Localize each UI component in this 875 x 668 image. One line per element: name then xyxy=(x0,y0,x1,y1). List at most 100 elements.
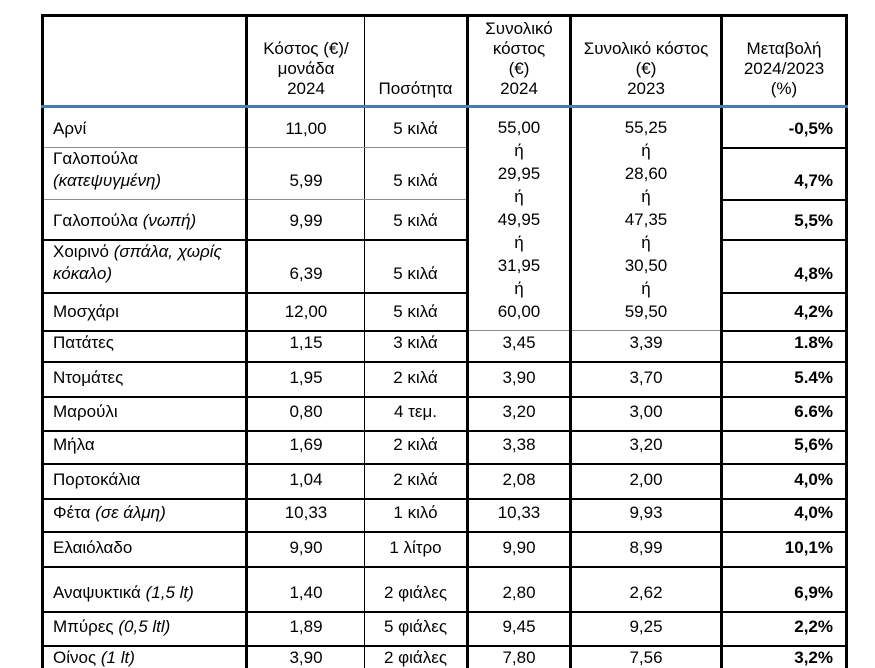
item-label: Πατάτες xyxy=(53,332,114,352)
total-2024-cell: 2,08 xyxy=(467,463,572,500)
change-cell: 4,2% xyxy=(721,292,847,332)
table-row-oinos: Οίνος (1 lt) 3,90 2 φιάλες 7,80 7,56 3,2… xyxy=(42,645,847,668)
cost-cell: 1,04 xyxy=(246,463,365,500)
quantity-cell: 5 φιάλες xyxy=(364,611,469,647)
cost-cell: 1,95 xyxy=(246,361,365,398)
total-2023-cell: 3,00 xyxy=(570,396,723,432)
change-cell: -0,5% xyxy=(721,106,847,149)
table-row-feta: Φέτα (σε άλμη) 10,33 1 κιλό 10,33 9,93 4… xyxy=(42,498,847,533)
table-row-anapsyktika: Αναψυκτικά (1,5 lt) 1,40 2 φιάλες 2,80 2… xyxy=(42,566,847,613)
change-cell: 5,5% xyxy=(721,199,847,241)
table-row-portokalia: Πορτοκάλια 1,04 2 κιλά 2,08 2,00 4,0% xyxy=(42,463,847,500)
header-quantity: Ποσότητα xyxy=(364,15,469,108)
cost-cell: 12,00 xyxy=(246,292,365,332)
change-cell: 1.8% xyxy=(721,330,847,363)
cost-cell: 0,80 xyxy=(246,396,365,432)
item-note: (κατεψυγμένη) xyxy=(53,171,162,190)
total-2023-cell: 3,39 xyxy=(570,330,723,363)
table-row-arni: Αρνί 11,00 5 κιλά 55,00 ή 29,95 ή 49,95 … xyxy=(42,106,847,331)
total-2024-cell: 9,45 xyxy=(467,611,572,647)
item-cell: Ελαιόλαδο xyxy=(42,531,248,568)
item-cell: Χοιρινό (σπάλα, χωρίς κόκαλο) xyxy=(42,239,248,294)
total-2023-cell: 2,00 xyxy=(570,463,723,500)
price-comparison-table: Κόστος (€)/ μονάδα 2024 Ποσότητα Συνολικ… xyxy=(41,14,848,668)
quantity-cell: 5 κιλά xyxy=(364,292,469,332)
change-cell: 5.4% xyxy=(721,361,847,398)
item-cell: Γαλοπούλα (νωπή) xyxy=(42,199,248,241)
item-label: Αναψυκτικά xyxy=(53,582,141,602)
item-note: (1,5 lt) xyxy=(145,582,194,602)
cost-cell: 5,99 xyxy=(246,147,365,200)
quantity-cell: 5 κιλά xyxy=(364,147,469,200)
item-cell: Μαρούλι xyxy=(42,396,248,432)
table-row-patates: Πατάτες 1,15 3 κιλά 3,45 3,39 1.8% xyxy=(42,330,847,363)
item-note: (νωπή) xyxy=(142,210,197,230)
header-cost-per-unit-2024: Κόστος (€)/ μονάδα 2024 xyxy=(246,15,365,108)
total-2024-cell: 7,80 xyxy=(467,645,572,668)
item-cell: Πορτοκάλια xyxy=(42,463,248,500)
item-note: (1 lt) xyxy=(100,647,135,667)
item-cell: Φέτα (σε άλμη) xyxy=(42,498,248,533)
total-2023-cell: 8,99 xyxy=(570,531,723,568)
item-cell: Μήλα xyxy=(42,430,248,465)
total-2024-cell: 3,45 xyxy=(467,330,572,363)
total-2023-cell: 2,62 xyxy=(570,566,723,613)
cost-cell: 1,89 xyxy=(246,611,365,647)
table-row-elaiolado: Ελαιόλαδο 9,90 1 λίτρο 9,90 8,99 10,1% xyxy=(42,531,847,568)
quantity-cell: 1 κιλό xyxy=(364,498,469,533)
item-label: Μαρούλι xyxy=(53,401,118,421)
total-2024-cell: 2,80 xyxy=(467,566,572,613)
total-2024-cell: 9,90 xyxy=(467,531,572,568)
quantity-cell: 2 κιλά xyxy=(364,430,469,465)
item-cell: Μπύρες (0,5 ltl) xyxy=(42,611,248,647)
item-label: Ελαιόλαδο xyxy=(53,537,133,557)
header-row: Κόστος (€)/ μονάδα 2024 Ποσότητα Συνολικ… xyxy=(42,15,847,108)
change-cell: 10,1% xyxy=(721,531,847,568)
total-2024-cell: 3,38 xyxy=(467,430,572,465)
change-cell: 3,2% xyxy=(721,645,847,668)
total-2024-cell: 3,20 xyxy=(467,396,572,432)
item-label: Ντομάτες xyxy=(53,367,124,387)
item-cell: Οίνος (1 lt) xyxy=(42,645,248,668)
quantity-cell: 5 κιλά xyxy=(364,239,469,294)
item-label: Μοσχάρι xyxy=(53,301,119,321)
table-row-marouli: Μαρούλι 0,80 4 τεμ. 3,20 3,00 6.6% xyxy=(42,396,847,432)
item-label: Μήλα xyxy=(53,434,95,454)
item-note: (σπάλα, χωρίς κόκαλο) xyxy=(53,241,222,283)
total-2024-cell: 3,90 xyxy=(467,361,572,398)
cost-cell: 1,69 xyxy=(246,430,365,465)
item-label: Χοιρινό xyxy=(53,241,109,261)
quantity-cell: 1 λίτρο xyxy=(364,531,469,568)
change-cell: 4,7% xyxy=(721,147,847,201)
item-cell: Αναψυκτικά (1,5 lt) xyxy=(42,566,248,613)
cost-cell: 10,33 xyxy=(246,498,365,533)
item-cell: Μοσχάρι xyxy=(42,292,248,332)
quantity-cell: 5 κιλά xyxy=(364,199,469,241)
total-2024-cell: 10,33 xyxy=(467,498,572,533)
total-2023-cell: 3,70 xyxy=(570,361,723,398)
item-label: Οίνος xyxy=(53,647,97,667)
item-cell: Πατάτες xyxy=(42,330,248,363)
item-note: (0,5 ltl) xyxy=(118,616,171,636)
item-cell: Αρνί xyxy=(42,106,248,148)
item-label: Γαλοπούλα xyxy=(53,149,138,168)
cost-cell: 11,00 xyxy=(246,106,365,148)
change-cell: 2,2% xyxy=(721,611,847,647)
change-cell: 6.6% xyxy=(721,396,847,432)
header-item xyxy=(42,15,248,108)
quantity-cell: 2 φιάλες xyxy=(364,645,469,668)
item-label: Μπύρες xyxy=(53,616,114,636)
change-cell: 6,9% xyxy=(721,566,847,613)
header-total-cost-2023: Συνολικό κόστος (€) 2023 xyxy=(570,15,723,108)
item-cell: Γαλοπούλα (κατεψυγμένη) xyxy=(42,147,248,200)
change-cell: 4,8% xyxy=(721,239,847,294)
table-row-galopoula-nopi: Γαλοπούλα (νωπή) 9,99 5 κιλά 5,5% xyxy=(42,199,847,241)
quantity-cell: 4 τεμ. xyxy=(364,396,469,432)
item-note: (σε άλμη) xyxy=(95,502,166,522)
item-label: Πορτοκάλια xyxy=(53,469,141,489)
cost-cell: 1,15 xyxy=(246,330,365,363)
cost-cell: 3,90 xyxy=(246,645,365,668)
item-label: Αρνί xyxy=(53,119,87,138)
quantity-cell: 2 κιλά xyxy=(364,361,469,398)
